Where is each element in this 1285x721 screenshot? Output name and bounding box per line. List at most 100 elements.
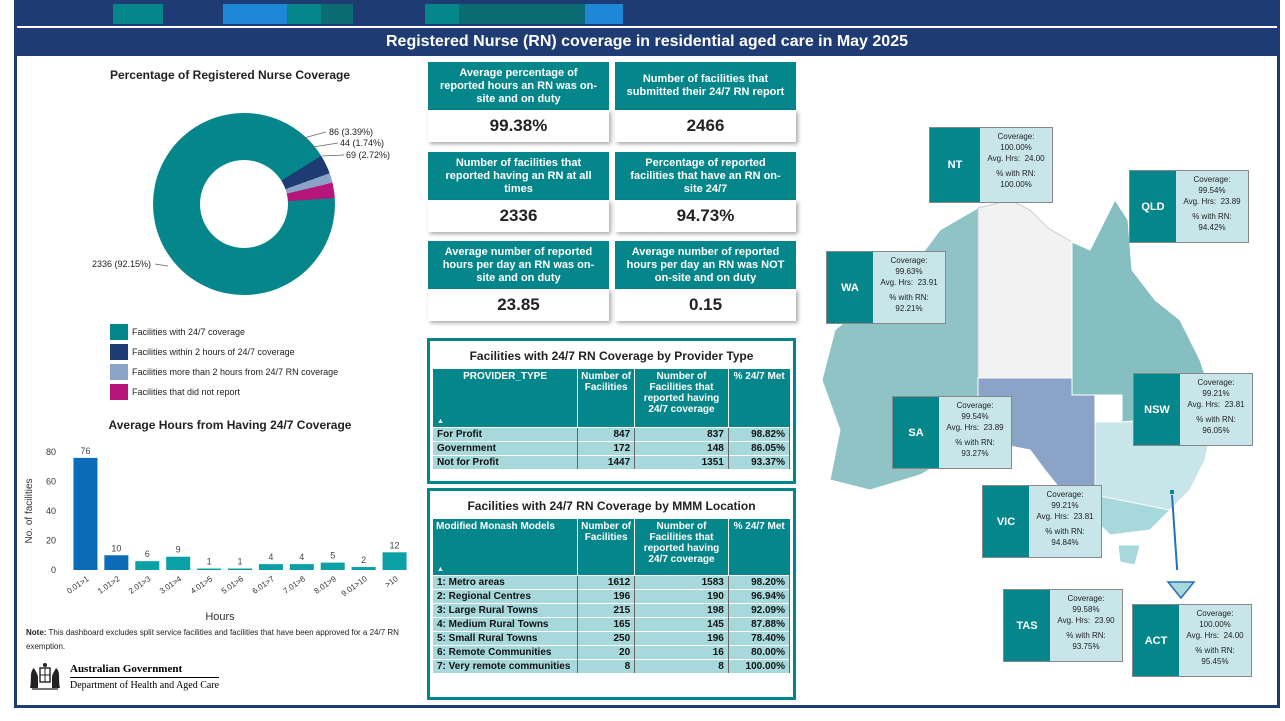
table-cell: 78.40% [728, 630, 791, 645]
footnote: Note: This dashboard excludes split serv… [26, 626, 416, 654]
legend-item[interactable]: Facilities within 2 hours of 24/7 covera… [110, 342, 338, 362]
legend-item[interactable]: Facilities that did not report [110, 382, 338, 402]
table-row[interactable]: Not for Profit 1447 1351 93.37% [433, 454, 791, 469]
state-callout-act[interactable]: ACT Coverage: 100.00% Avg. Hrs: 24.00% with… [1132, 604, 1252, 677]
map-region-tas[interactable] [1117, 544, 1141, 566]
state-callout-sa[interactable]: SA Coverage: 99.54% Avg. Hrs: 23.89% with R… [892, 396, 1012, 469]
bar[interactable] [228, 568, 252, 570]
state-callout-qld[interactable]: QLD Coverage: 99.54% Avg. Hrs: 23.89% with … [1129, 170, 1249, 243]
kpi-value: 2336 [428, 200, 609, 232]
coverage-value: 99.63% [895, 267, 923, 276]
bar[interactable] [135, 561, 160, 570]
pct-rn-label: % with RN: [1195, 646, 1235, 655]
table-cell: 92.09% [728, 602, 791, 617]
table-row[interactable]: 6: Remote Communities 20 16 80.00% [433, 644, 791, 659]
table-cell: 165 [577, 616, 636, 631]
bar[interactable] [320, 562, 345, 570]
avg-hrs-line: Avg. Hrs: 23.89 [939, 422, 1011, 433]
y-tick-label: 80 [46, 447, 56, 457]
table-cell: 4: Medium Rural Towns [433, 616, 579, 631]
state-stats: Coverage: 99.58% Avg. Hrs: 23.90% with RN:… [1050, 590, 1122, 661]
legend-item[interactable]: Facilities with 24/7 coverage [110, 322, 338, 342]
x-tick-label: 0.01>1 [65, 574, 91, 596]
bar[interactable] [351, 567, 376, 570]
map-region-qld[interactable] [1071, 198, 1216, 423]
bar[interactable] [197, 568, 222, 570]
avg-hrs-line: Avg. Hrs: 23.81 [1180, 399, 1252, 410]
state-callout-nsw[interactable]: NSW Coverage: 99.21% Avg. Hrs: 23.81% with … [1133, 373, 1253, 446]
table-row[interactable]: 1: Metro areas 1612 1583 98.20% [433, 574, 791, 589]
bar[interactable] [104, 555, 129, 570]
map-region-act[interactable] [1170, 490, 1174, 494]
table-row[interactable]: Government 172 148 86.05% [433, 440, 791, 455]
donut-title: Percentage of Registered Nurse Coverage [109, 68, 351, 82]
sort-up-icon[interactable]: ▲ [437, 417, 444, 425]
bar-chart-title: Average Hours from Having 24/7 Coverage [108, 418, 352, 432]
coverage-value: 99.54% [1198, 186, 1226, 195]
bar[interactable] [258, 564, 283, 570]
table-row[interactable]: 2: Regional Centres 196 190 96.94% [433, 588, 791, 603]
act-pointer-line [1171, 494, 1179, 570]
column-header[interactable]: Number of Facilities [577, 519, 636, 575]
column-header[interactable]: PROVIDER_TYPE ▲ [433, 369, 579, 427]
state-callout-wa[interactable]: WA Coverage: 99.63% Avg. Hrs: 23.91% with R… [826, 251, 946, 324]
bar-data-label: 1 [237, 557, 242, 567]
mmm-table-title: Facilities with 24/7 RN Coverage by MMM … [467, 499, 756, 513]
avg-hrs-label: Avg. Hrs: [1186, 631, 1220, 640]
avg-hrs-label: Avg. Hrs: [987, 154, 1021, 163]
table-row[interactable]: For Profit 847 837 98.82% [433, 426, 791, 441]
column-header[interactable]: % 24/7 Met [728, 369, 790, 427]
state-stats: Coverage: 100.00% Avg. Hrs: 24.00% with RN… [980, 128, 1052, 202]
state-callout-nt[interactable]: NT Coverage: 100.00% Avg. Hrs: 24.00% with … [929, 127, 1053, 203]
kpi-card-avg-hours-not: Average number of reported hours per day… [615, 241, 796, 321]
bar-data-label: 4 [268, 552, 273, 562]
column-header[interactable]: Number of Facilities that reported havin… [634, 519, 729, 575]
pct-rn-label: % with RN: [889, 293, 929, 302]
state-callout-vic[interactable]: VIC Coverage: 99.21% Avg. Hrs: 23.81% with … [982, 485, 1102, 558]
column-header[interactable]: Modified Monash Models ▲ [433, 519, 579, 575]
bar[interactable] [382, 552, 407, 570]
donut-label-within-2h: 86 (3.39%) [329, 127, 374, 137]
provider-type-table: PROVIDER_TYPE ▲ Number of Facilities Numb… [433, 369, 791, 469]
bar[interactable] [166, 556, 191, 570]
column-header[interactable]: Number of Facilities [577, 369, 636, 427]
avg-hrs-value: 23.89 [1220, 197, 1241, 206]
legend-label: Facilities with 24/7 coverage [132, 327, 246, 337]
bar[interactable] [289, 564, 314, 570]
coverage-value: 100.00% [1000, 143, 1032, 152]
state-stats: Coverage: 99.21% Avg. Hrs: 23.81% with RN:… [1180, 374, 1252, 445]
avg-hrs-label: Avg. Hrs: [1036, 512, 1070, 521]
state-callout-tas[interactable]: TAS Coverage: 99.58% Avg. Hrs: 23.90% with … [1003, 589, 1123, 662]
donut-legend: Facilities with 24/7 coverage Facilities… [110, 322, 338, 402]
pct-rn-value: 94.42% [1198, 223, 1226, 232]
pct-rn-label: % with RN: [1192, 212, 1232, 221]
table-cell: 1447 [577, 454, 636, 469]
table-cell: 98.82% [728, 426, 791, 441]
sort-up-icon[interactable]: ▲ [437, 565, 444, 573]
avg-hrs-value: 24.00 [1223, 631, 1244, 640]
column-header[interactable]: Number of Facilities that reported havin… [634, 369, 729, 427]
table-cell: 250 [577, 630, 636, 645]
table-row[interactable]: 7: Very remote communities 8 8 100.00% [433, 658, 791, 673]
table-cell: 1351 [634, 454, 729, 469]
pct-rn-value: 94.84% [1051, 538, 1079, 547]
legend-swatch [110, 384, 128, 400]
bar-data-label: 1 [207, 557, 212, 567]
table-row[interactable]: 3: Large Rural Towns 215 198 92.09% [433, 602, 791, 617]
table-cell: 98.20% [728, 574, 791, 589]
table-cell: 196 [577, 588, 636, 603]
state-stats: Coverage: 99.54% Avg. Hrs: 23.89% with RN:… [939, 397, 1011, 468]
map-region-nt[interactable] [977, 199, 1073, 379]
kpi-value: 99.38% [428, 110, 609, 142]
govt-name: Australian Government [70, 663, 220, 678]
bar-chart[interactable]: 0 20 40 60 80 No. of facilities 76 0.01>1 10 1.01… [18, 436, 418, 622]
legend-item[interactable]: Facilities more than 2 hours from 24/7 R… [110, 362, 338, 382]
table-row[interactable]: 5: Small Rural Towns 250 196 78.40% [433, 630, 791, 645]
column-header[interactable]: % 24/7 Met [728, 519, 790, 575]
pct-rn-value: 95.45% [1201, 657, 1229, 666]
table-row[interactable]: 4: Medium Rural Towns 165 145 87.88% [433, 616, 791, 631]
banner-segment [287, 4, 321, 24]
table-cell: 96.94% [728, 588, 791, 603]
y-tick-label: 0 [51, 565, 56, 575]
bar[interactable] [73, 457, 98, 570]
